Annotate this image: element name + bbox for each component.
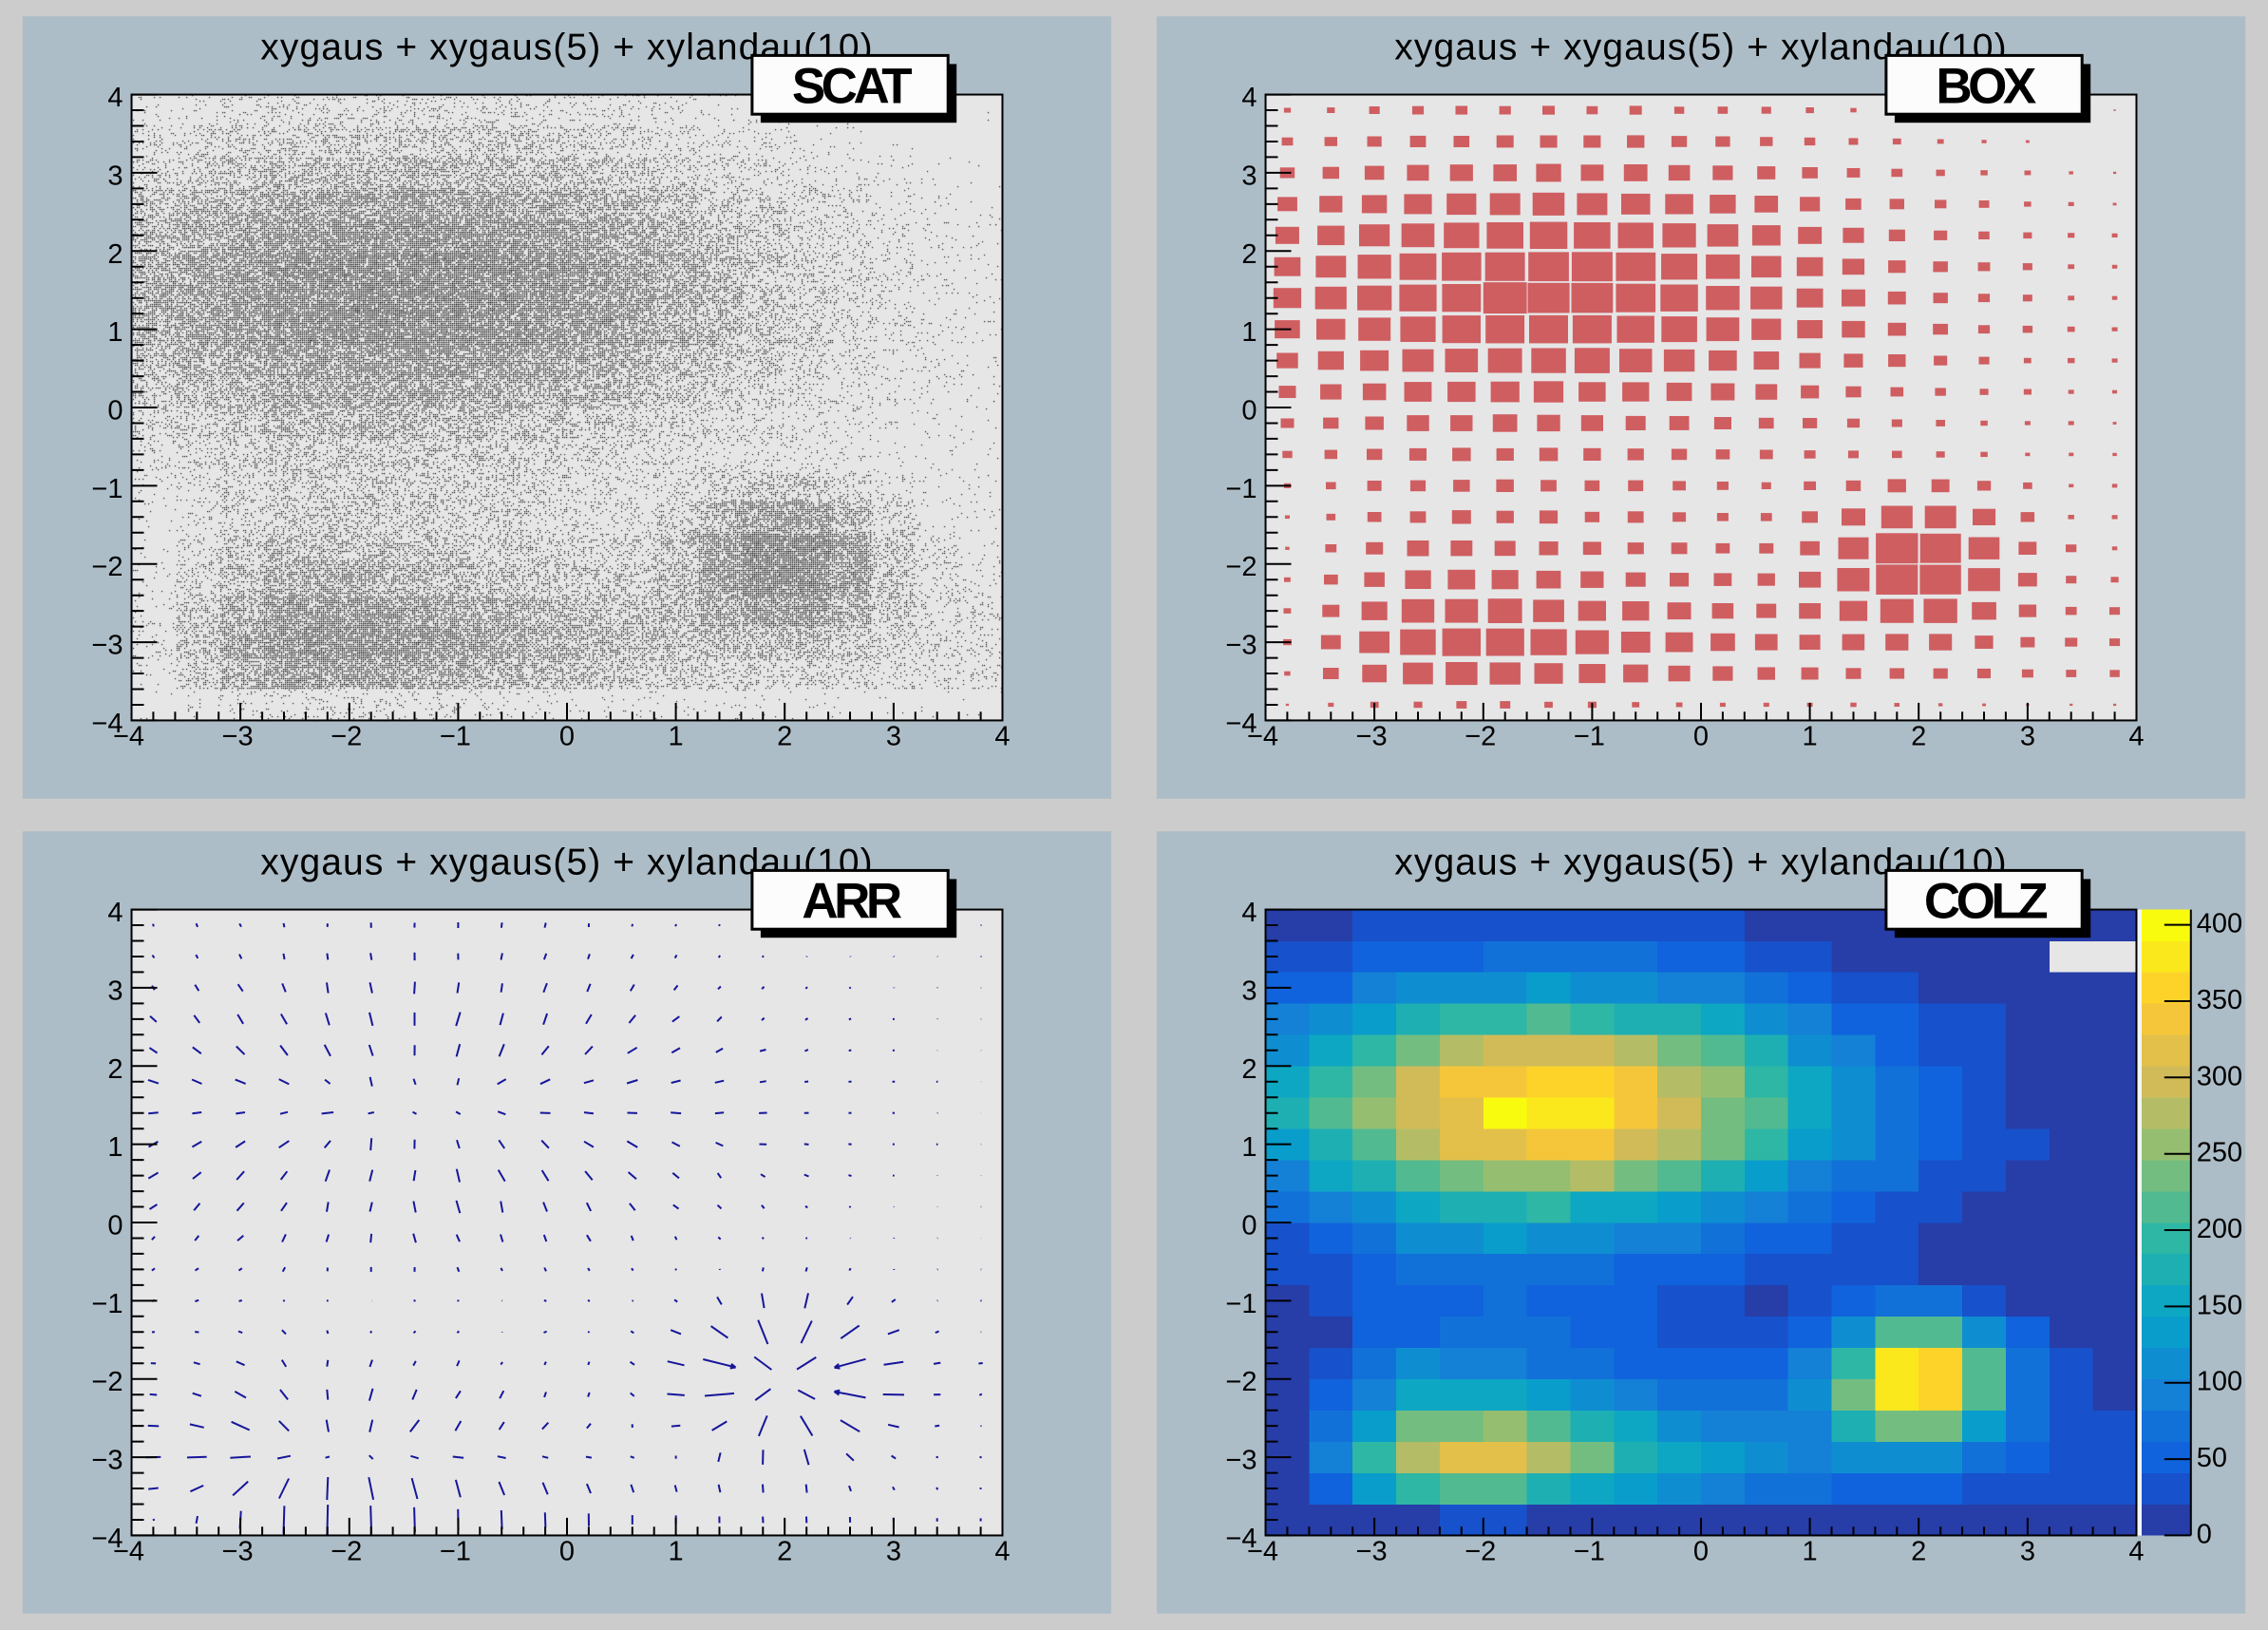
svg-text:BOX: BOX [1936,59,2036,115]
svg-text:ARR: ARR [802,874,902,930]
svg-text:COLZ: COLZ [1924,874,2047,930]
svg-text:SCAT: SCAT [792,59,912,115]
